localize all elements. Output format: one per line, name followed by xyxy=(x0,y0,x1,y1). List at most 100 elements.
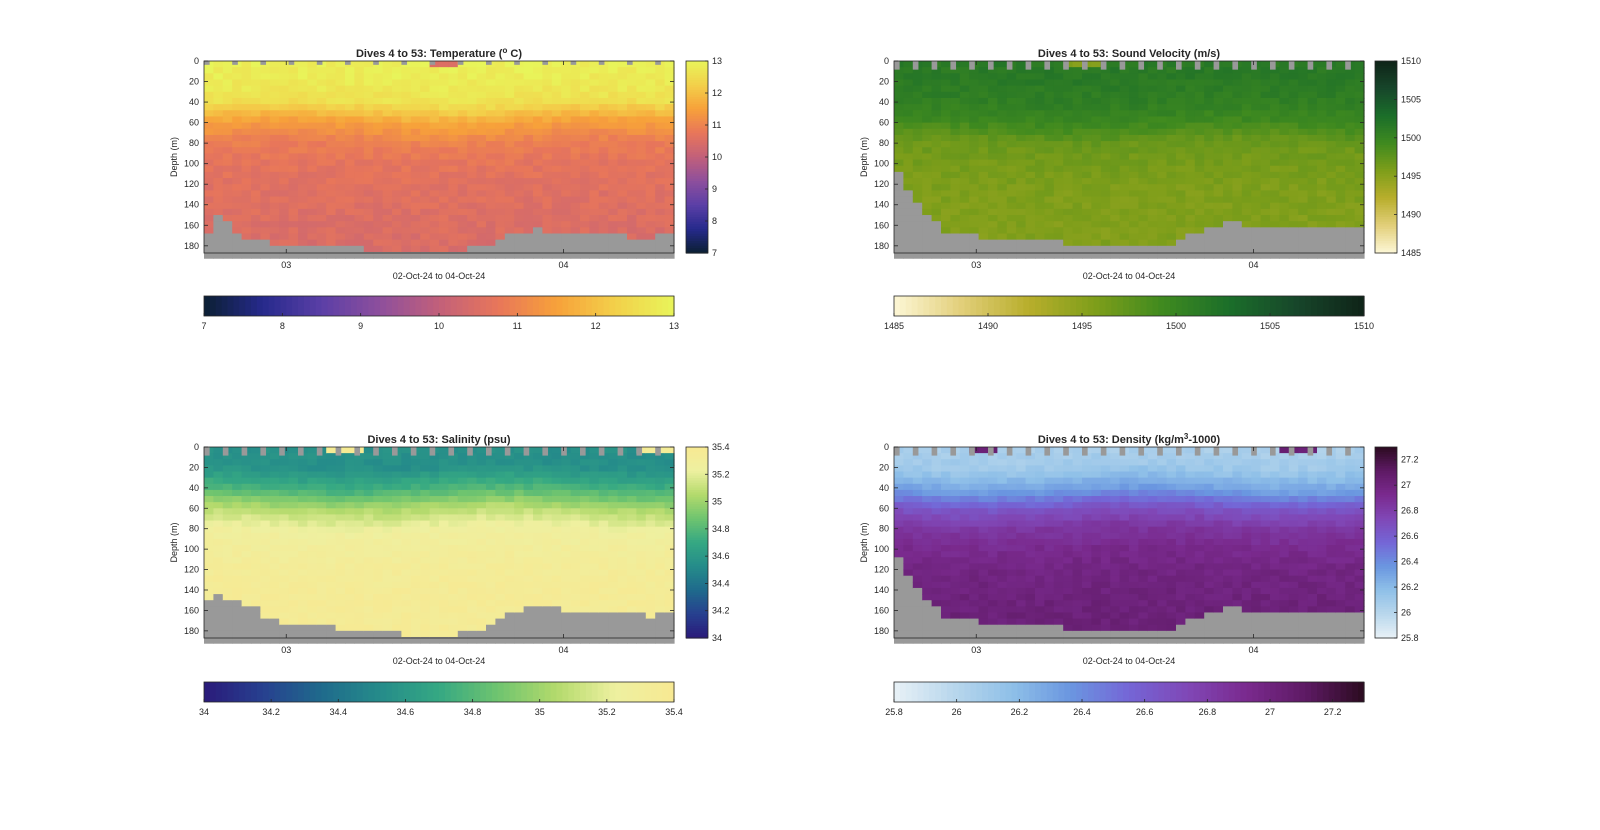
data-cell xyxy=(439,67,449,74)
data-cell xyxy=(1110,73,1121,81)
data-cell xyxy=(1298,215,1309,222)
data-cell xyxy=(420,594,431,601)
data-cell xyxy=(1326,110,1337,118)
data-cell xyxy=(354,520,365,528)
data-cell xyxy=(279,612,290,620)
data-cell xyxy=(429,85,440,93)
data-cell xyxy=(448,196,459,204)
colorbar-segment xyxy=(1228,296,1236,316)
data-cell xyxy=(232,526,243,534)
data-cell xyxy=(636,165,647,173)
data-cell xyxy=(241,104,252,111)
data-cell xyxy=(1213,165,1224,173)
data-cell xyxy=(598,196,609,204)
colorbar-segment xyxy=(1317,296,1324,316)
colorbar-segment xyxy=(1305,296,1312,316)
data-cell xyxy=(373,575,384,583)
data-cell xyxy=(608,159,619,167)
data-cell xyxy=(439,233,449,241)
data-cell xyxy=(410,91,421,99)
data-cell xyxy=(467,587,478,595)
data-cell xyxy=(1044,196,1055,204)
data-cell xyxy=(251,128,261,136)
data-cell xyxy=(664,128,675,136)
data-cell xyxy=(941,79,951,87)
data-cell xyxy=(1044,128,1055,136)
seafloor-cell xyxy=(950,233,961,241)
data-cell xyxy=(392,514,402,522)
data-cell xyxy=(410,159,421,167)
data-cell xyxy=(476,618,487,626)
data-cell xyxy=(204,134,214,142)
data-cell xyxy=(486,600,496,607)
data-cell xyxy=(476,97,487,105)
data-cell xyxy=(363,73,374,81)
data-cell xyxy=(514,116,525,124)
colorbar-segment xyxy=(609,296,616,316)
data-cell xyxy=(307,110,318,118)
data-cell xyxy=(1335,128,1346,136)
data-cell xyxy=(580,227,590,235)
data-cell xyxy=(1072,79,1083,87)
data-cell xyxy=(1260,178,1271,185)
data-cell xyxy=(1298,196,1309,204)
data-cell xyxy=(636,141,647,148)
data-cell xyxy=(373,618,384,626)
data-cell xyxy=(476,202,487,210)
data-cell xyxy=(988,110,998,118)
data-cell xyxy=(204,227,214,235)
data-cell xyxy=(476,165,487,173)
data-cell xyxy=(467,85,478,93)
data-cell xyxy=(251,202,261,210)
data-cell xyxy=(514,496,525,503)
data-cell xyxy=(345,520,355,528)
data-cell xyxy=(429,116,440,124)
colorbar-segment xyxy=(1299,296,1306,316)
data-cell xyxy=(382,134,393,142)
data-cell xyxy=(922,79,933,87)
data-cell xyxy=(467,569,478,577)
data-cell xyxy=(598,153,609,161)
data-cell xyxy=(420,514,431,522)
data-cell xyxy=(504,159,515,167)
data-cell xyxy=(561,134,572,142)
data-cell xyxy=(988,159,998,167)
seafloor-cell xyxy=(241,245,252,253)
data-cell xyxy=(617,73,628,81)
data-cell xyxy=(645,221,656,228)
data-cell xyxy=(1194,202,1205,210)
data-cell xyxy=(1213,202,1224,210)
data-cell xyxy=(997,67,1008,74)
data-cell xyxy=(1176,97,1186,105)
data-cell xyxy=(335,122,346,130)
data-cell xyxy=(1345,215,1356,222)
data-cell xyxy=(410,483,421,491)
data-cell xyxy=(1072,196,1083,204)
data-cell xyxy=(969,153,980,161)
data-cell xyxy=(551,447,562,454)
data-cell xyxy=(316,208,327,216)
y-tick-label: 60 xyxy=(189,118,199,128)
colorbar-segment xyxy=(1264,296,1271,316)
data-cell xyxy=(950,147,961,155)
data-cell xyxy=(316,594,327,601)
data-cell xyxy=(232,502,243,509)
data-cell xyxy=(316,178,327,185)
data-cell xyxy=(561,587,572,595)
data-cell xyxy=(410,134,421,142)
data-cell xyxy=(589,85,600,93)
data-cell xyxy=(363,245,374,253)
data-cell xyxy=(335,581,346,589)
data-cell xyxy=(1082,147,1092,155)
seafloor-cell xyxy=(1204,227,1215,235)
data-cell xyxy=(298,477,308,485)
colorbar-segment xyxy=(209,296,217,316)
data-cell xyxy=(279,208,290,216)
data-cell xyxy=(288,606,299,614)
data-cell xyxy=(1157,97,1168,105)
data-cell xyxy=(1110,227,1121,235)
data-cell xyxy=(373,165,384,173)
data-cell xyxy=(392,85,402,93)
data-cell xyxy=(1035,122,1045,130)
seafloor-cell xyxy=(912,208,923,216)
